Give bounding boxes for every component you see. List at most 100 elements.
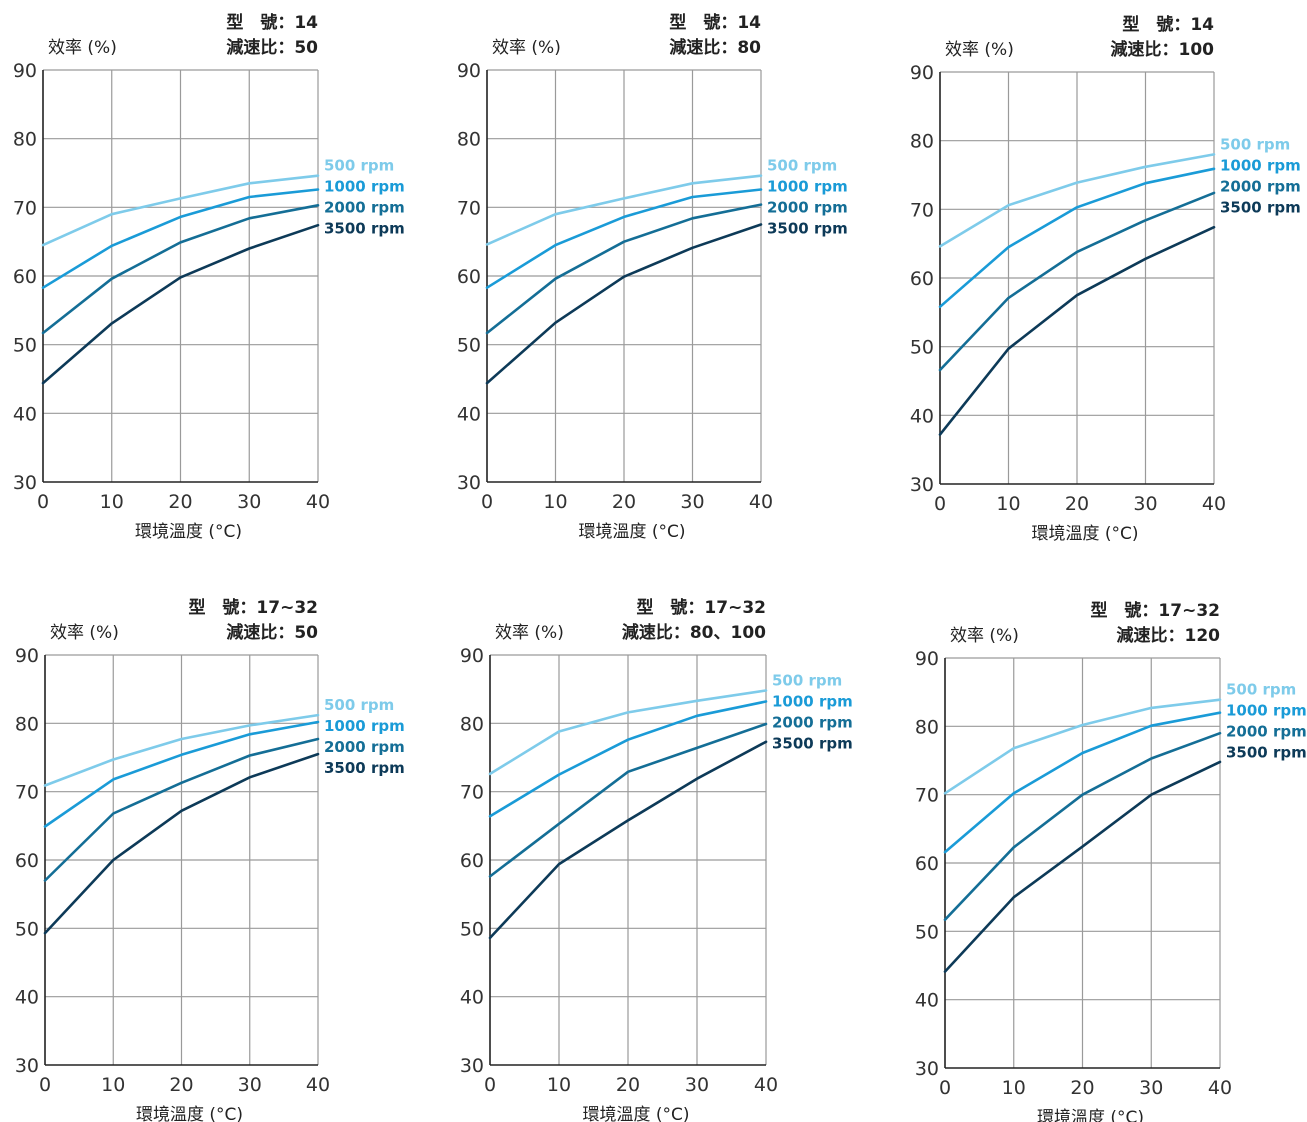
x-tick-label: 30 <box>1133 493 1157 515</box>
ratio-label: 減速比：100 <box>1111 39 1215 60</box>
y-tick-label: 70 <box>460 782 484 804</box>
y-tick-label: 40 <box>460 987 484 1009</box>
series-line-500rpm <box>943 698 1222 795</box>
y-tick-label: 30 <box>460 1055 484 1077</box>
series-line-500rpm <box>488 689 768 776</box>
series-line-2000rpm <box>43 737 320 882</box>
y-tick-label: 70 <box>915 785 939 807</box>
x-axis-title: 環境溫度 (°C) <box>136 1105 243 1122</box>
y-tick-label: 40 <box>915 990 939 1012</box>
x-tick-label: 20 <box>1070 1077 1094 1099</box>
legend-label-3500rpm: 3500 rpm <box>1220 198 1301 216</box>
series-line-1000rpm <box>43 720 320 828</box>
chart-panel-2: 30 40 50 60 70 80 90 0 10 20 30 40 環境溫度 (°C) 效率 (%) 型 … <box>457 12 848 542</box>
y-tick-label: 50 <box>910 337 934 359</box>
x-tick-label: 0 <box>481 491 493 513</box>
y-tick-label: 40 <box>13 403 37 425</box>
x-tick-label: 40 <box>306 1074 330 1096</box>
legend-label-500rpm: 500 rpm <box>324 157 394 175</box>
legend-label-500rpm: 500 rpm <box>767 157 837 175</box>
ratio-label: 減速比：120 <box>1117 625 1221 646</box>
x-tick-label: 40 <box>754 1074 778 1096</box>
y-tick-label: 90 <box>13 60 37 82</box>
y-tick-label: 30 <box>910 474 934 496</box>
model-label: 型 號：17~32 <box>636 597 766 618</box>
y-tick-label: 80 <box>15 713 39 735</box>
y-tick-label: 40 <box>15 987 39 1009</box>
legend-label-1000rpm: 1000 rpm <box>1220 156 1301 174</box>
x-tick-label: 0 <box>39 1074 51 1096</box>
chart-panel-6: 30 40 50 60 70 80 90 0 10 20 30 40 環境溫度 (°C) 效率 (%) 型 … <box>915 600 1307 1122</box>
y-tick-label: 50 <box>457 335 481 357</box>
legend-label-3500rpm: 3500 rpm <box>324 220 405 238</box>
series-line-3500rpm <box>943 760 1222 973</box>
x-tick-label: 20 <box>169 1074 193 1096</box>
series-line-500rpm <box>43 713 320 787</box>
y-tick-label: 40 <box>910 405 934 427</box>
series-line-2000rpm <box>938 191 1216 372</box>
x-axis-title: 環境溫度 (°C) <box>1031 524 1138 544</box>
y-tick-label: 90 <box>915 648 939 670</box>
series-line-1000rpm <box>41 188 320 290</box>
x-tick-label: 0 <box>939 1077 951 1099</box>
x-axis-title: 環境溫度 (°C) <box>582 1105 689 1122</box>
legend-label-3500rpm: 3500 rpm <box>772 735 853 753</box>
model-label: 型 號：14 <box>669 12 761 33</box>
x-tick-label: 30 <box>238 1074 262 1096</box>
series-line-3500rpm <box>938 225 1216 436</box>
x-axis-title: 環境溫度 (°C) <box>1037 1108 1144 1122</box>
y-tick-label: 50 <box>460 918 484 940</box>
y-tick-label: 90 <box>15 645 39 667</box>
legend-label-2000rpm: 2000 rpm <box>1220 177 1301 195</box>
y-axis-title: 效率 (%) <box>950 626 1019 646</box>
series-line-3500rpm <box>41 223 320 385</box>
series-line-1000rpm <box>938 167 1216 309</box>
y-tick-label: 80 <box>915 716 939 738</box>
series-line-2000rpm <box>488 722 768 878</box>
y-axis-title: 效率 (%) <box>495 623 564 643</box>
chart-panel-5: 30 40 50 60 70 80 90 0 10 20 30 40 環境溫度 (°C) 效率 (%) 型 … <box>460 597 853 1122</box>
y-tick-label: 60 <box>13 266 37 288</box>
legend-label-2000rpm: 2000 rpm <box>324 738 405 756</box>
x-tick-label: 30 <box>685 1074 709 1096</box>
series-line-1000rpm <box>488 700 768 818</box>
legend-label-3500rpm: 3500 rpm <box>324 759 405 777</box>
y-tick-label: 60 <box>910 268 934 290</box>
y-tick-label: 50 <box>13 335 37 357</box>
y-tick-label: 90 <box>460 645 484 667</box>
series-line-500rpm <box>485 174 763 246</box>
y-tick-label: 90 <box>457 60 481 82</box>
x-tick-label: 30 <box>680 491 704 513</box>
series-line-3500rpm <box>43 752 320 935</box>
legend-label-1000rpm: 1000 rpm <box>324 178 405 196</box>
y-tick-label: 60 <box>915 853 939 875</box>
x-axis-title: 環境溫度 (°C) <box>578 522 685 542</box>
ratio-label: 減速比：50 <box>226 37 318 58</box>
x-axis-title: 環境溫度 (°C) <box>135 522 242 542</box>
model-label: 型 號：14 <box>1122 14 1214 35</box>
x-tick-label: 10 <box>543 491 567 513</box>
x-tick-label: 10 <box>996 493 1020 515</box>
y-axis-title: 效率 (%) <box>492 38 561 58</box>
x-tick-label: 40 <box>1208 1077 1232 1099</box>
y-tick-label: 30 <box>15 1055 39 1077</box>
model-label: 型 號：17~32 <box>1090 600 1220 621</box>
x-tick-label: 30 <box>237 491 261 513</box>
y-tick-label: 80 <box>910 131 934 153</box>
x-tick-label: 10 <box>100 491 124 513</box>
x-tick-label: 40 <box>1202 493 1226 515</box>
y-tick-label: 30 <box>13 472 37 494</box>
model-label: 型 號：14 <box>226 12 318 33</box>
y-tick-label: 90 <box>910 62 934 84</box>
x-tick-label: 40 <box>306 491 330 513</box>
legend-label-500rpm: 500 rpm <box>772 672 842 690</box>
ratio-label: 減速比：80、100 <box>622 622 766 643</box>
legend-label-2000rpm: 2000 rpm <box>1226 723 1307 741</box>
series-line-500rpm <box>41 174 320 247</box>
y-tick-label: 80 <box>13 129 37 151</box>
series-line-3500rpm <box>488 740 768 940</box>
y-tick-label: 80 <box>460 713 484 735</box>
legend-label-500rpm: 500 rpm <box>324 696 394 714</box>
x-tick-label: 40 <box>749 491 773 513</box>
y-tick-label: 30 <box>915 1058 939 1080</box>
